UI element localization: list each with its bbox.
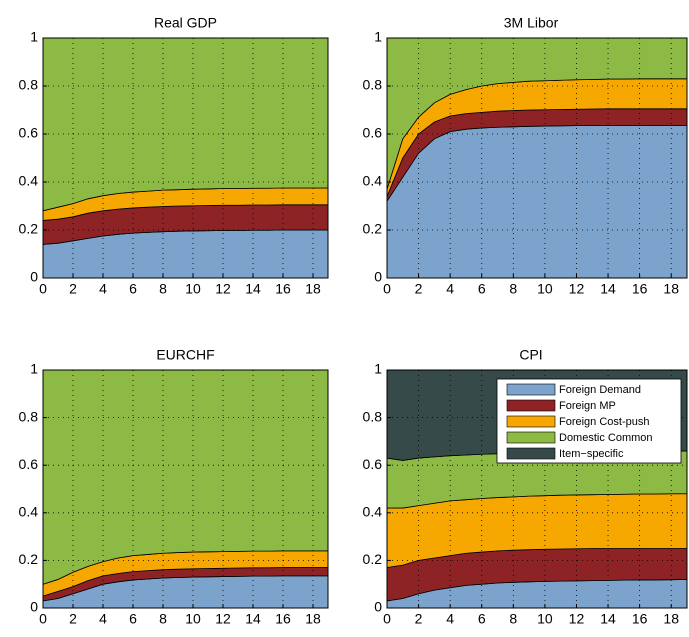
x-tick-label: 6 — [129, 281, 137, 297]
legend-swatch — [506, 431, 556, 444]
chart-title: EURCHF — [156, 347, 214, 363]
y-tick-label: 0.8 — [363, 408, 383, 424]
area — [386, 125, 688, 279]
legend: Foreign Demand Foreign MP Foreign Cost-pus… — [496, 378, 682, 464]
y-tick-label: 0.6 — [363, 125, 383, 141]
x-tick-label: 10 — [537, 281, 553, 297]
x-tick-label: 16 — [632, 611, 648, 627]
x-tick-label: 2 — [415, 281, 423, 297]
x-tick-label: 4 — [99, 281, 107, 297]
x-tick-label: 4 — [446, 281, 454, 297]
legend-label: Item−specific — [559, 448, 624, 460]
chart-title: Real GDP — [154, 15, 217, 31]
x-tick-label: 14 — [600, 281, 616, 297]
x-tick-label: 8 — [159, 281, 167, 297]
x-tick-label: 8 — [159, 611, 167, 627]
legend-swatch — [506, 399, 556, 412]
legend-label: Foreign MP — [559, 400, 616, 412]
y-tick-label: 0.2 — [19, 221, 39, 237]
y-tick-label: 0.2 — [19, 551, 39, 567]
legend-swatch — [506, 415, 556, 428]
y-tick-label: 0.2 — [363, 551, 383, 567]
legend-swatch — [506, 447, 556, 460]
x-tick-label: 4 — [99, 611, 107, 627]
x-tick-label: 18 — [305, 611, 321, 627]
x-tick-label: 12 — [569, 611, 585, 627]
y-tick-label: 1 — [30, 29, 38, 45]
x-tick-label: 0 — [383, 281, 391, 297]
y-tick-label: 0 — [374, 269, 382, 285]
y-tick-label: 0.6 — [19, 125, 39, 141]
chart-title: 3M Libor — [504, 15, 559, 31]
x-tick-label: 2 — [69, 281, 77, 297]
y-tick-label: 0 — [30, 269, 38, 285]
legend-label: Foreign Demand — [559, 384, 641, 396]
x-tick-label: 18 — [663, 611, 679, 627]
x-tick-label: 2 — [69, 611, 77, 627]
x-tick-label: 10 — [537, 611, 553, 627]
y-tick-label: 0.2 — [363, 221, 383, 237]
legend-label: Domestic Common — [559, 432, 653, 444]
y-tick-label: 1 — [30, 361, 38, 377]
x-tick-label: 12 — [215, 281, 231, 297]
x-tick-label: 16 — [275, 611, 291, 627]
y-tick-label: 1 — [374, 29, 382, 45]
chart-title: CPI — [519, 347, 542, 363]
y-tick-label: 0.4 — [19, 173, 39, 189]
x-tick-label: 6 — [129, 611, 137, 627]
y-tick-label: 0.4 — [363, 504, 383, 520]
x-tick-label: 8 — [509, 611, 517, 627]
x-tick-label: 4 — [446, 611, 454, 627]
plot-frame — [386, 369, 688, 609]
x-tick-label: 12 — [215, 611, 231, 627]
x-tick-label: 16 — [275, 281, 291, 297]
x-tick-label: 10 — [185, 281, 201, 297]
x-tick-label: 6 — [478, 281, 486, 297]
legend-label: Foreign Cost-push — [559, 416, 650, 428]
y-tick-label: 0.8 — [363, 77, 383, 93]
y-tick-label: 0.8 — [19, 408, 39, 424]
plot-frame — [386, 37, 688, 279]
x-tick-label: 10 — [185, 611, 201, 627]
y-tick-label: 0.6 — [19, 456, 39, 472]
y-tick-label: 0.8 — [19, 77, 39, 93]
plot-frame — [42, 37, 329, 279]
y-tick-label: 0 — [374, 599, 382, 615]
x-tick-label: 0 — [39, 281, 47, 297]
plot-frame — [42, 369, 329, 609]
x-tick-label: 0 — [383, 611, 391, 627]
y-tick-label: 0 — [30, 599, 38, 615]
x-tick-label: 6 — [478, 611, 486, 627]
x-tick-label: 18 — [305, 281, 321, 297]
x-tick-label: 8 — [509, 281, 517, 297]
x-tick-label: 2 — [415, 611, 423, 627]
area — [42, 37, 329, 212]
x-tick-label: 14 — [245, 611, 261, 627]
x-tick-label: 14 — [600, 611, 616, 627]
x-tick-label: 0 — [39, 611, 47, 627]
legend-swatch — [506, 383, 556, 396]
x-tick-label: 14 — [245, 281, 261, 297]
y-tick-label: 0.6 — [363, 456, 383, 472]
y-tick-label: 0.4 — [363, 173, 383, 189]
x-tick-label: 18 — [663, 281, 679, 297]
x-tick-label: 16 — [632, 281, 648, 297]
x-tick-label: 12 — [569, 281, 585, 297]
y-tick-label: 0.4 — [19, 504, 39, 520]
y-tick-label: 1 — [374, 361, 382, 377]
